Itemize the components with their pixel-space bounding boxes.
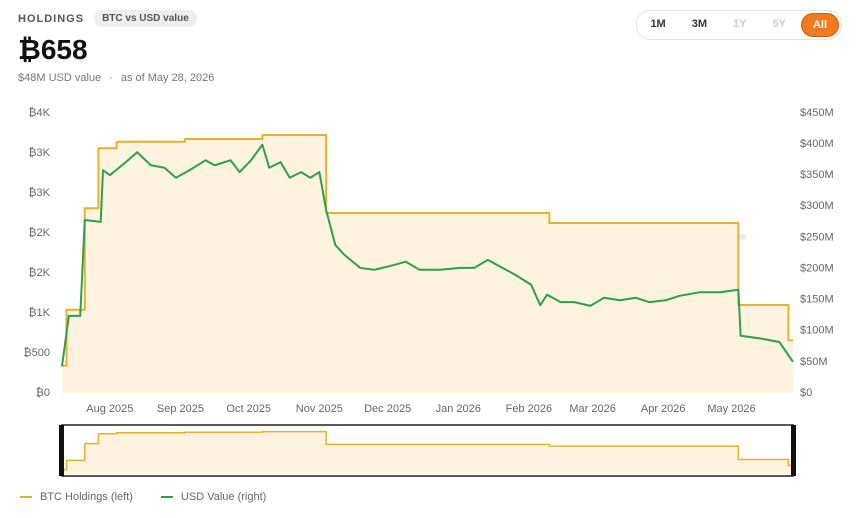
y2-tick-label: $150M [800,294,834,306]
y2-tick-label: $100M [800,325,834,337]
x-tick-label: Sep 2025 [157,403,204,415]
range-button: 1Y [733,18,747,30]
x-tick-label: Jan 2026 [436,403,481,415]
section-label: HOLDINGS [18,12,85,25]
y-tick-label: ₿0 [36,387,50,399]
series-line [61,143,794,367]
x-tick-label: Dec 2025 [364,403,411,415]
navigator-line [62,430,793,471]
separator: · [109,72,113,84]
y-tick-label: ₿4K [28,107,50,119]
range-button: 5Y [772,18,786,30]
navigator-handle [791,425,796,476]
y-tick-label: ₿500 [24,347,51,359]
y2-tick-label: $300M [800,200,834,212]
y2-tick-label: $50M [800,356,828,368]
range-button[interactable]: All [800,13,839,37]
x-tick-label: Nov 2025 [296,403,343,415]
x-tick-label: Oct 2025 [226,403,271,415]
x-tick-label: Apr 2026 [641,403,686,415]
x-tick-label: Feb 2026 [506,403,552,415]
y2-tick-label: $200M [800,262,834,274]
y2-tick-label: $0 [800,387,812,399]
usd-value: $48M USD value [18,72,102,84]
navigator-area [62,431,793,474]
y-tick-label: ₿3K [28,187,50,199]
header: HOLDINGS BTC vs USD value [18,10,197,27]
y-tick-label: ₿3K [28,147,50,159]
holdings-value: ₿658 [18,34,88,65]
subline: $48M USD value · as of May 28, 2026 [18,72,214,84]
navigator-handle [59,425,64,476]
as-of: as of May 28, 2026 [120,72,215,84]
range-button[interactable]: 3M [691,18,707,30]
x-tick-label: May 2026 [707,403,755,415]
series-line [62,134,793,367]
y-tick-label: ₿2K [28,227,50,239]
y2-tick-label: $400M [800,138,834,150]
range-buttons: 1M 3M 1Y 5Y All [636,10,842,40]
range-button[interactable]: 1M [650,18,666,30]
x-tick-label: Mar 2026 [569,403,615,415]
mode-pill[interactable]: BTC vs USD value [94,10,197,27]
y2-tick-label: $450M [800,107,834,119]
y-tick-label: ₿2K [28,267,50,279]
y2-tick-label: $250M [800,231,834,243]
x-tick-label: Aug 2025 [86,403,133,415]
area [62,135,793,393]
y2-tick-label: $350M [800,169,834,181]
legend-label: USD Value (right) [181,491,266,503]
legend-label: BTC Holdings (left) [40,491,133,503]
y-tick-label: ₿1K [28,307,50,319]
